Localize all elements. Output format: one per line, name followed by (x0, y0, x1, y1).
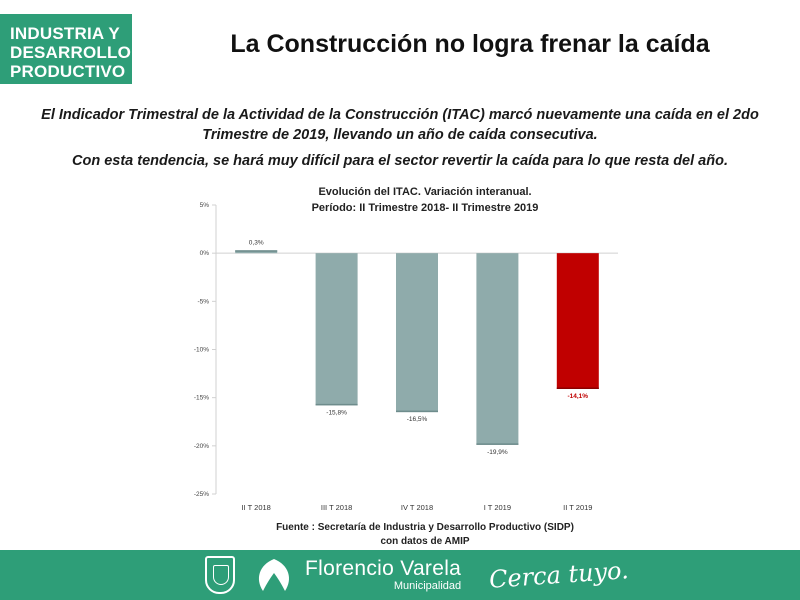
bar-edge (315, 403, 358, 406)
data-label: -14,1% (567, 393, 588, 400)
bar (396, 253, 438, 413)
bar (476, 253, 519, 445)
data-label: -15,8% (326, 409, 347, 416)
chart-title-line-2: Período: II Trimestre 2018- II Trimestre… (311, 202, 539, 214)
coat-of-arms-icon (205, 556, 235, 594)
trend-paragraph: Con esta tendencia, se hará muy difícil … (72, 153, 728, 169)
footer-logos: Florencio Varela Municipalidad Cerca tuy… (205, 554, 630, 596)
source-line-1: Fuente : Secretaría de Industria y Desar… (276, 522, 574, 533)
page-title: La Construcción no logra frenar la caída (230, 30, 710, 58)
x-tick-label: II T 2019 (563, 503, 592, 512)
chart-source: Fuente : Secretaría de Industria y Desar… (200, 521, 650, 549)
intro-paragraph: El Indicador Trimestral de la Actividad … (41, 107, 759, 143)
footer-bar: Florencio Varela Municipalidad Cerca tuy… (0, 550, 800, 600)
brand-line-2: DESARROLLO (10, 43, 131, 62)
y-tick-label: -15% (194, 395, 209, 402)
y-tick-label: -25% (194, 491, 209, 498)
bar (315, 253, 358, 406)
bar-edge (235, 250, 278, 252)
bar (556, 253, 599, 389)
municipality-name: Florencio Varela (305, 557, 462, 580)
bar-edge (476, 443, 519, 445)
brand-line-3: PRODUCTIVO (10, 62, 126, 81)
bar-edge (556, 387, 599, 389)
y-tick-label: 0% (200, 250, 210, 257)
bar-edge (396, 410, 438, 413)
brand-line-1: INDUSTRIA Y (10, 24, 120, 43)
x-tick-label: IV T 2018 (401, 503, 433, 512)
y-tick-label: -20% (194, 443, 209, 450)
data-label: -16,5% (407, 416, 428, 423)
municipality-logo-text: Florencio Varela Municipalidad (305, 558, 461, 592)
y-tick-label: -10% (194, 347, 209, 354)
chart-title: Evolución del ITAC. Variación interanual… (200, 184, 650, 216)
x-tick-label: I T 2019 (484, 503, 511, 512)
municipality-sub: Municipalidad (393, 580, 462, 592)
x-tick-label: II T 2018 (242, 503, 271, 512)
y-tick-label: 5% (200, 202, 210, 209)
data-label: 0,3% (249, 239, 264, 246)
source-line-2: con datos de AMIP (380, 536, 470, 547)
x-tick-label: III T 2018 (321, 503, 352, 512)
slogan: Cerca tuyo. (488, 556, 630, 594)
data-label: -19,9% (487, 449, 508, 456)
y-tick-label: -5% (197, 298, 209, 305)
brand-logo: INDUSTRIA Y DESARROLLO PRODUCTIVO (0, 14, 132, 84)
florencio-varela-leaf-icon (258, 559, 290, 591)
chart-title-line-1: Evolución del ITAC. Variación interanual… (318, 186, 532, 198)
